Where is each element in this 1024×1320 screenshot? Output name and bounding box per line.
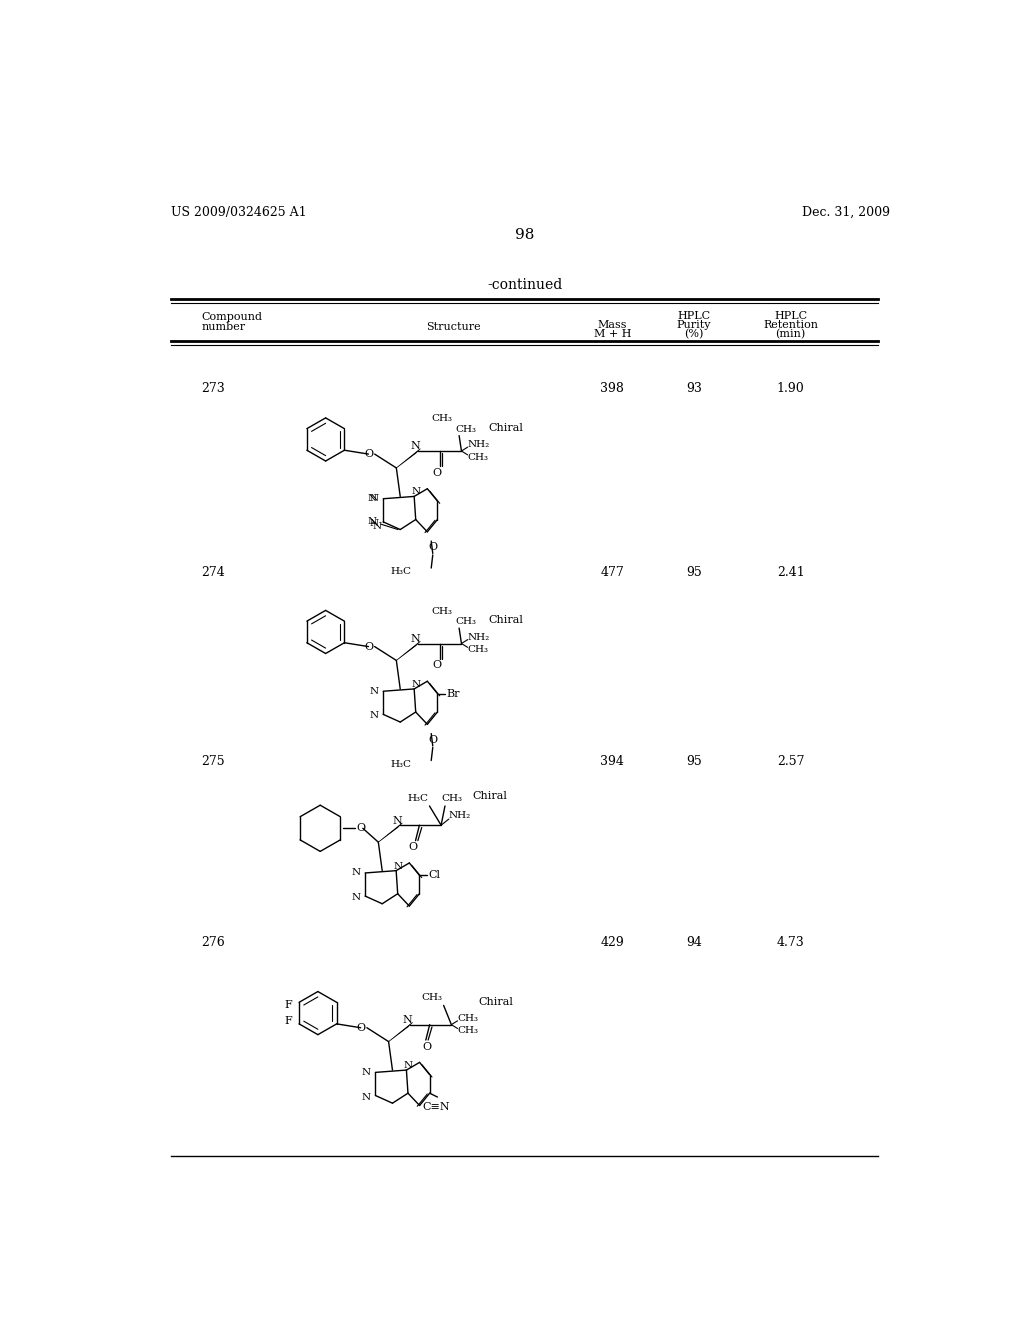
Text: N: N [351, 894, 360, 902]
Text: HPLC: HPLC [774, 312, 807, 321]
Text: N: N [412, 487, 420, 496]
Text: N: N [393, 862, 402, 870]
Text: N: N [370, 711, 379, 721]
Text: CH₃: CH₃ [458, 1014, 478, 1023]
Text: N: N [373, 521, 382, 531]
Text: O: O [433, 660, 442, 671]
Text: O: O [409, 842, 418, 853]
Text: N: N [368, 494, 377, 503]
Text: N: N [410, 441, 420, 451]
Text: 477: 477 [600, 566, 625, 579]
Text: N: N [402, 1015, 412, 1026]
Text: US 2009/0324625 A1: US 2009/0324625 A1 [171, 206, 306, 219]
Text: 4.73: 4.73 [777, 936, 805, 949]
Text: Retention: Retention [763, 321, 818, 330]
Text: Chiral: Chiral [472, 791, 507, 801]
Text: (%): (%) [684, 330, 703, 339]
Text: Mass: Mass [598, 321, 627, 330]
Text: ═: ═ [370, 520, 375, 528]
Text: N: N [370, 686, 379, 696]
Text: H₃C: H₃C [408, 793, 428, 803]
Text: 98: 98 [515, 228, 535, 243]
Text: HPLC: HPLC [677, 312, 711, 321]
Text: N: N [361, 1093, 371, 1101]
Text: CH₃: CH₃ [468, 645, 488, 655]
Text: number: number [202, 322, 246, 333]
Text: O: O [422, 1041, 431, 1052]
Text: N: N [361, 1068, 371, 1077]
Text: 273: 273 [202, 381, 225, 395]
Text: F: F [285, 1001, 292, 1010]
Text: 1.90: 1.90 [777, 381, 805, 395]
Text: N: N [410, 634, 420, 644]
Text: 276: 276 [202, 936, 225, 949]
Text: 94: 94 [686, 936, 701, 949]
Text: Cl: Cl [429, 870, 440, 880]
Text: 398: 398 [600, 381, 625, 395]
Text: Chiral: Chiral [488, 615, 523, 626]
Text: CH₃: CH₃ [431, 414, 453, 424]
Text: CH₃: CH₃ [458, 1027, 478, 1035]
Text: NH₂: NH₂ [449, 812, 471, 821]
Polygon shape [396, 449, 421, 469]
Text: M + H: M + H [594, 330, 631, 339]
Text: O: O [433, 469, 442, 478]
Text: CH₃: CH₃ [422, 993, 442, 1002]
Text: 93: 93 [686, 381, 701, 395]
Text: N: N [392, 816, 401, 825]
Text: H₃C: H₃C [391, 760, 412, 768]
Text: 2.41: 2.41 [777, 566, 805, 579]
Text: Chiral: Chiral [488, 422, 523, 433]
Text: Br: Br [446, 689, 460, 698]
Text: Structure: Structure [426, 322, 481, 333]
Text: O: O [428, 735, 437, 744]
Text: 95: 95 [686, 755, 701, 768]
Text: O: O [364, 642, 373, 652]
Text: 275: 275 [202, 755, 225, 768]
Text: 429: 429 [600, 936, 625, 949]
Text: O: O [364, 449, 373, 459]
Text: CH₃: CH₃ [456, 425, 476, 434]
Text: 2.57: 2.57 [777, 755, 805, 768]
Text: N: N [370, 519, 379, 528]
Text: H₃C: H₃C [391, 568, 412, 577]
Text: C≡N: C≡N [422, 1102, 450, 1111]
Text: O: O [356, 1023, 366, 1032]
Text: 274: 274 [202, 566, 225, 579]
Polygon shape [378, 822, 402, 842]
Text: O: O [428, 543, 437, 552]
Text: NH₂: NH₂ [468, 632, 489, 642]
Text: CH₃: CH₃ [441, 793, 462, 803]
Text: Purity: Purity [677, 321, 711, 330]
Text: N: N [412, 680, 420, 689]
Text: Dec. 31, 2009: Dec. 31, 2009 [802, 206, 890, 219]
Text: CH₃: CH₃ [431, 607, 453, 615]
Text: CH₃: CH₃ [468, 453, 488, 462]
Text: F: F [285, 1016, 292, 1026]
Text: Compound: Compound [202, 313, 262, 322]
Text: NH₂: NH₂ [468, 441, 489, 449]
Polygon shape [396, 642, 421, 660]
Text: N: N [370, 494, 379, 503]
Text: O: O [356, 824, 366, 833]
Text: N: N [403, 1061, 413, 1071]
Text: -continued: -continued [487, 279, 562, 293]
Text: (min): (min) [775, 330, 806, 339]
Polygon shape [388, 1022, 413, 1041]
Text: N: N [368, 517, 377, 527]
Text: 394: 394 [600, 755, 625, 768]
Text: Chiral: Chiral [478, 997, 513, 1007]
Text: N: N [351, 869, 360, 878]
Text: 95: 95 [686, 566, 701, 579]
Text: CH₃: CH₃ [456, 618, 476, 627]
